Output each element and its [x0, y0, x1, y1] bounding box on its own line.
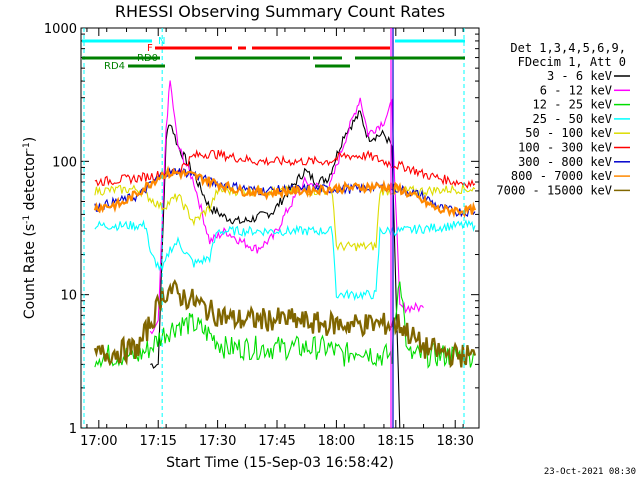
legend-label-1: 6 - 12 keV	[540, 83, 612, 97]
x-axis-label: Start Time (15-Sep-03 16:58:42)	[166, 455, 394, 471]
legend-label-5: 100 - 300 keV	[518, 141, 612, 155]
legend-header-2: FDecim 1, Att 0	[518, 55, 626, 69]
x-tick-label: 18:15	[377, 434, 414, 449]
series-line-2	[94, 281, 476, 369]
series-line-8	[93, 279, 477, 369]
series-line-7	[93, 165, 477, 219]
x-tick-label: 18:00	[318, 434, 355, 449]
plot-frame	[80, 27, 480, 429]
legend-label-7: 800 - 7000 keV	[511, 169, 612, 183]
timestamp: 23-Oct-2021 08:30	[544, 467, 636, 477]
legend-label-3: 25 - 50 keV	[533, 112, 612, 126]
y-tick-label: 100	[52, 155, 77, 170]
plot-area: 1 10 100 1000 17:00 17:15 17:30 17:45 18:00 18:15…	[44, 22, 480, 449]
flag-label-n: N	[158, 36, 165, 47]
legend-label-8: 7000 - 15000 keV	[496, 183, 612, 197]
flag-label-rd4: RD4	[104, 61, 125, 72]
legend-label-6: 300 - 800 keV	[518, 155, 612, 169]
y-tick-label: 1	[69, 422, 77, 437]
series-line-1	[149, 80, 424, 335]
y-axis-label: Count Rate (s-1 detector-1)	[22, 137, 38, 319]
legend-label-2: 12 - 25 keV	[533, 98, 612, 112]
x-tick-label: 17:45	[258, 434, 295, 449]
legend-label-0: 3 - 6 keV	[547, 69, 612, 83]
x-tick-label: 17:30	[199, 434, 236, 449]
x-tick-label: 18:30	[436, 434, 473, 449]
legend-label-4: 50 - 100 keV	[525, 126, 612, 140]
y-tick-label: 10	[60, 289, 77, 304]
y-tick-label: 1000	[44, 22, 77, 37]
chart-title: RHESSI Observing Summary Count Rates	[115, 2, 445, 21]
x-tick-label: 17:00	[80, 434, 117, 449]
legend-header-1: Det 1,3,4,5,6,9,	[510, 41, 626, 55]
flag-label-f: F	[147, 43, 153, 54]
x-tick-label: 17:15	[139, 434, 176, 449]
flag-label-rd0: RD0	[137, 53, 158, 64]
series-line-3	[94, 219, 476, 302]
